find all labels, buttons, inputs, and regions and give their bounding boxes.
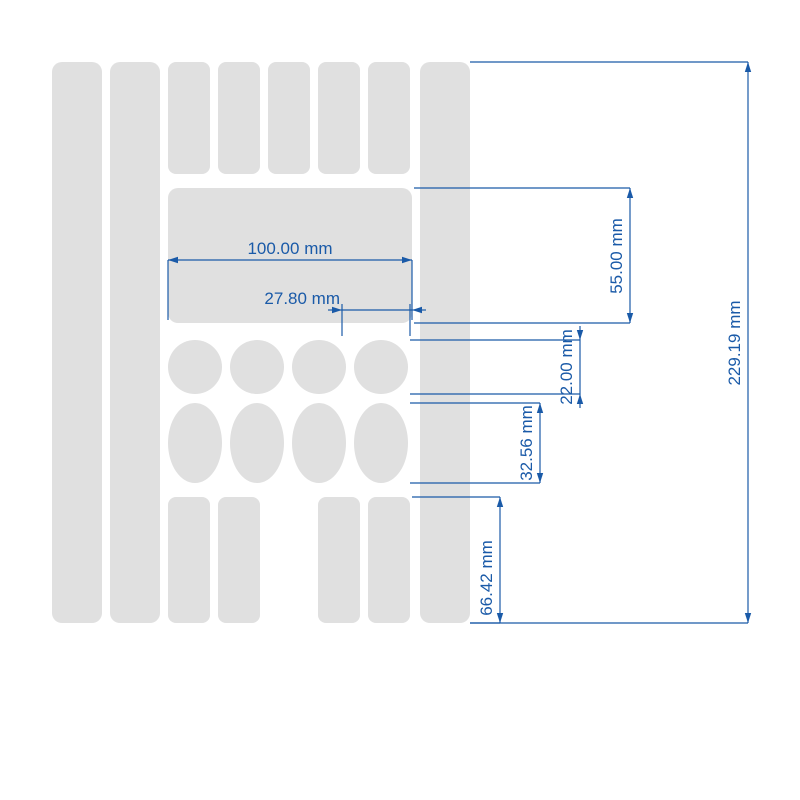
small-rect-5 xyxy=(368,62,410,174)
small-rect-1 xyxy=(168,62,210,174)
oval-3 xyxy=(292,403,346,483)
dim-229-label: 229.19 mm xyxy=(725,300,744,385)
bottom-rect-3 xyxy=(318,497,360,623)
circle-2 xyxy=(230,340,284,394)
tall-bar-3 xyxy=(420,62,470,623)
small-rect-3 xyxy=(268,62,310,174)
dim-229: 229.19 mm xyxy=(470,62,748,623)
dim-66-label: 66.42 mm xyxy=(477,540,496,616)
oval-4 xyxy=(354,403,408,483)
circle-1 xyxy=(168,340,222,394)
oval-1 xyxy=(168,403,222,483)
oval-2 xyxy=(230,403,284,483)
dimension-drawing: 100.00 mm 27.80 mm 229.19 mm 55.00 mm 22.00 … xyxy=(0,0,800,800)
bottom-rect-1 xyxy=(168,497,210,623)
small-rect-2 xyxy=(218,62,260,174)
dim-100-label: 100.00 mm xyxy=(247,239,332,258)
shapes-layer xyxy=(52,62,470,623)
tall-bar-2 xyxy=(110,62,160,623)
dim-55-label: 55.00 mm xyxy=(607,218,626,294)
circle-3 xyxy=(292,340,346,394)
dim-27-label: 27.80 mm xyxy=(264,289,340,308)
dim-22-label: 22.00 mm xyxy=(557,329,576,405)
circle-4 xyxy=(354,340,408,394)
small-rect-4 xyxy=(318,62,360,174)
bottom-rect-4 xyxy=(368,497,410,623)
tall-bar-1 xyxy=(52,62,102,623)
bottom-rect-2 xyxy=(218,497,260,623)
dim-32-label: 32.56 mm xyxy=(517,405,536,481)
